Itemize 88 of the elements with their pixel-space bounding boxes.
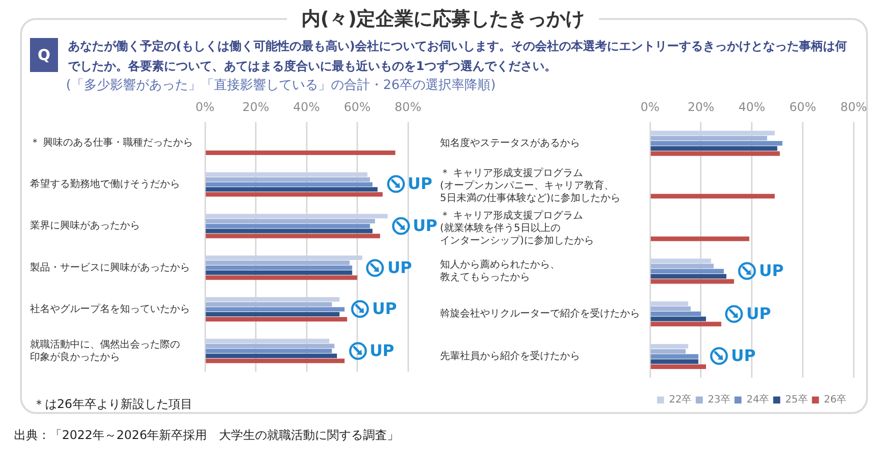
bar — [650, 236, 750, 242]
legend-label: 26卒 — [824, 394, 847, 406]
bar — [206, 172, 368, 177]
y-tick-label: 製品・サービスに興味があったから — [30, 261, 190, 274]
bar — [650, 141, 782, 146]
bar — [650, 344, 688, 349]
bar — [206, 275, 358, 280]
bar — [650, 136, 768, 141]
chart-title: 内(々)定企業に応募したきっかけ — [287, 8, 599, 30]
y-tick-label: ＊ 興味のある仕事・職種だったから — [30, 136, 194, 148]
bar — [650, 312, 701, 316]
legend-label: 25卒 — [785, 394, 808, 406]
bar — [206, 270, 352, 275]
x-tick-label: 60% — [344, 100, 371, 114]
bar — [650, 264, 714, 268]
bar — [206, 150, 396, 156]
bar — [206, 354, 337, 358]
bar — [206, 317, 348, 322]
annotation: UP — [408, 174, 432, 194]
bar — [650, 151, 780, 156]
x-tick-label: 40% — [738, 100, 766, 114]
bar — [206, 177, 370, 182]
bar — [206, 218, 376, 224]
legend-label: 22卒 — [669, 394, 692, 406]
bar — [650, 316, 706, 322]
y-tick-label: 希望する勤務地で働けそうだから — [30, 178, 180, 190]
bar — [206, 234, 380, 238]
bar — [650, 130, 775, 136]
bar — [206, 358, 345, 364]
text: ＊は26年卒より新設した項目 — [33, 396, 192, 412]
bar — [650, 301, 688, 306]
annotation: UP — [746, 304, 771, 323]
bar — [650, 349, 686, 354]
x-tick-label: 60% — [789, 100, 816, 114]
bar — [206, 228, 372, 234]
annotation: UP — [731, 346, 756, 366]
bar — [650, 354, 698, 359]
y-tick-label: 知名度やステータスがあるから — [440, 136, 580, 149]
bar — [206, 192, 383, 197]
bar — [650, 146, 778, 151]
x-tick-label: 0% — [640, 100, 660, 114]
bar — [206, 260, 350, 265]
y-tick-label: 斡旋会社やリクルーターで紹介を受けたから — [440, 307, 640, 320]
x-tick-label: 40% — [293, 100, 320, 114]
legend-label: 24卒 — [746, 394, 770, 406]
x-tick-label: 0% — [195, 100, 215, 114]
bar — [650, 194, 775, 198]
bar — [650, 306, 691, 312]
bar — [206, 302, 332, 307]
bar — [206, 265, 352, 270]
text: UP — [412, 216, 438, 236]
y-tick-label: 社名やグループ名を知っていたから — [30, 302, 190, 315]
x-tick-label: 80% — [840, 100, 867, 114]
bar — [206, 344, 334, 348]
x-tick-label: 20% — [688, 100, 714, 114]
annotation: UP — [759, 261, 784, 280]
x-tick-label: 80% — [394, 100, 422, 114]
bar — [650, 279, 734, 284]
bar — [206, 255, 362, 260]
y-tick-label: ＊ キャリア形成支援プログラム(オープンカンパニー、キャリア教育、5日未満の仕事体験など)に参加したから — [440, 167, 620, 204]
y-tick-label: 知人から薦められたから、教えてもらったから — [440, 258, 560, 284]
y-tick-label: ＊ キャリア形成支援プログラム(就業体験を伴う5日以上のインターンシップ)に参加したから — [440, 210, 594, 247]
bar — [206, 338, 330, 344]
source-note: 出典：「2022年～2026年新卒採用 大学生の就職活動に関する調査」 — [14, 427, 400, 443]
bar — [206, 214, 388, 218]
y-tick-label: 業界に興味があったから — [30, 220, 140, 232]
bar — [206, 307, 345, 312]
annotation: UP — [370, 340, 394, 360]
bar — [650, 322, 722, 326]
bar — [650, 364, 706, 370]
bar — [206, 182, 372, 187]
x-tick-label: 20% — [242, 100, 270, 114]
annotation: UP — [387, 258, 412, 277]
bar — [650, 268, 724, 274]
bar — [206, 297, 340, 302]
bar — [650, 274, 726, 279]
bar — [650, 258, 712, 264]
text: あなたが働く予定の(もしくは働く可能性の最も高い)会社についてお伺いします。その会社の本選考にエントリーするきっかけとなった事柄は何でしたか。各要素について、あてはまる度合いに最も近いものを1つずつ選んでください。 — [68, 38, 848, 75]
bar — [206, 187, 378, 192]
bar — [206, 312, 340, 317]
text: (「多少影響があった」「直接影響している」の合計・26卒の選択率降順) — [66, 77, 496, 95]
bar — [650, 359, 698, 364]
legend-label: 23卒 — [708, 394, 730, 406]
annotation: UP — [372, 299, 397, 318]
y-tick-label: 先輩社員から紹介を受けたから — [440, 350, 580, 362]
bar — [206, 224, 370, 228]
bar — [206, 348, 332, 354]
y-tick-label: 就職活動中に、偶然出会った際の印象が良かったから — [30, 338, 180, 363]
